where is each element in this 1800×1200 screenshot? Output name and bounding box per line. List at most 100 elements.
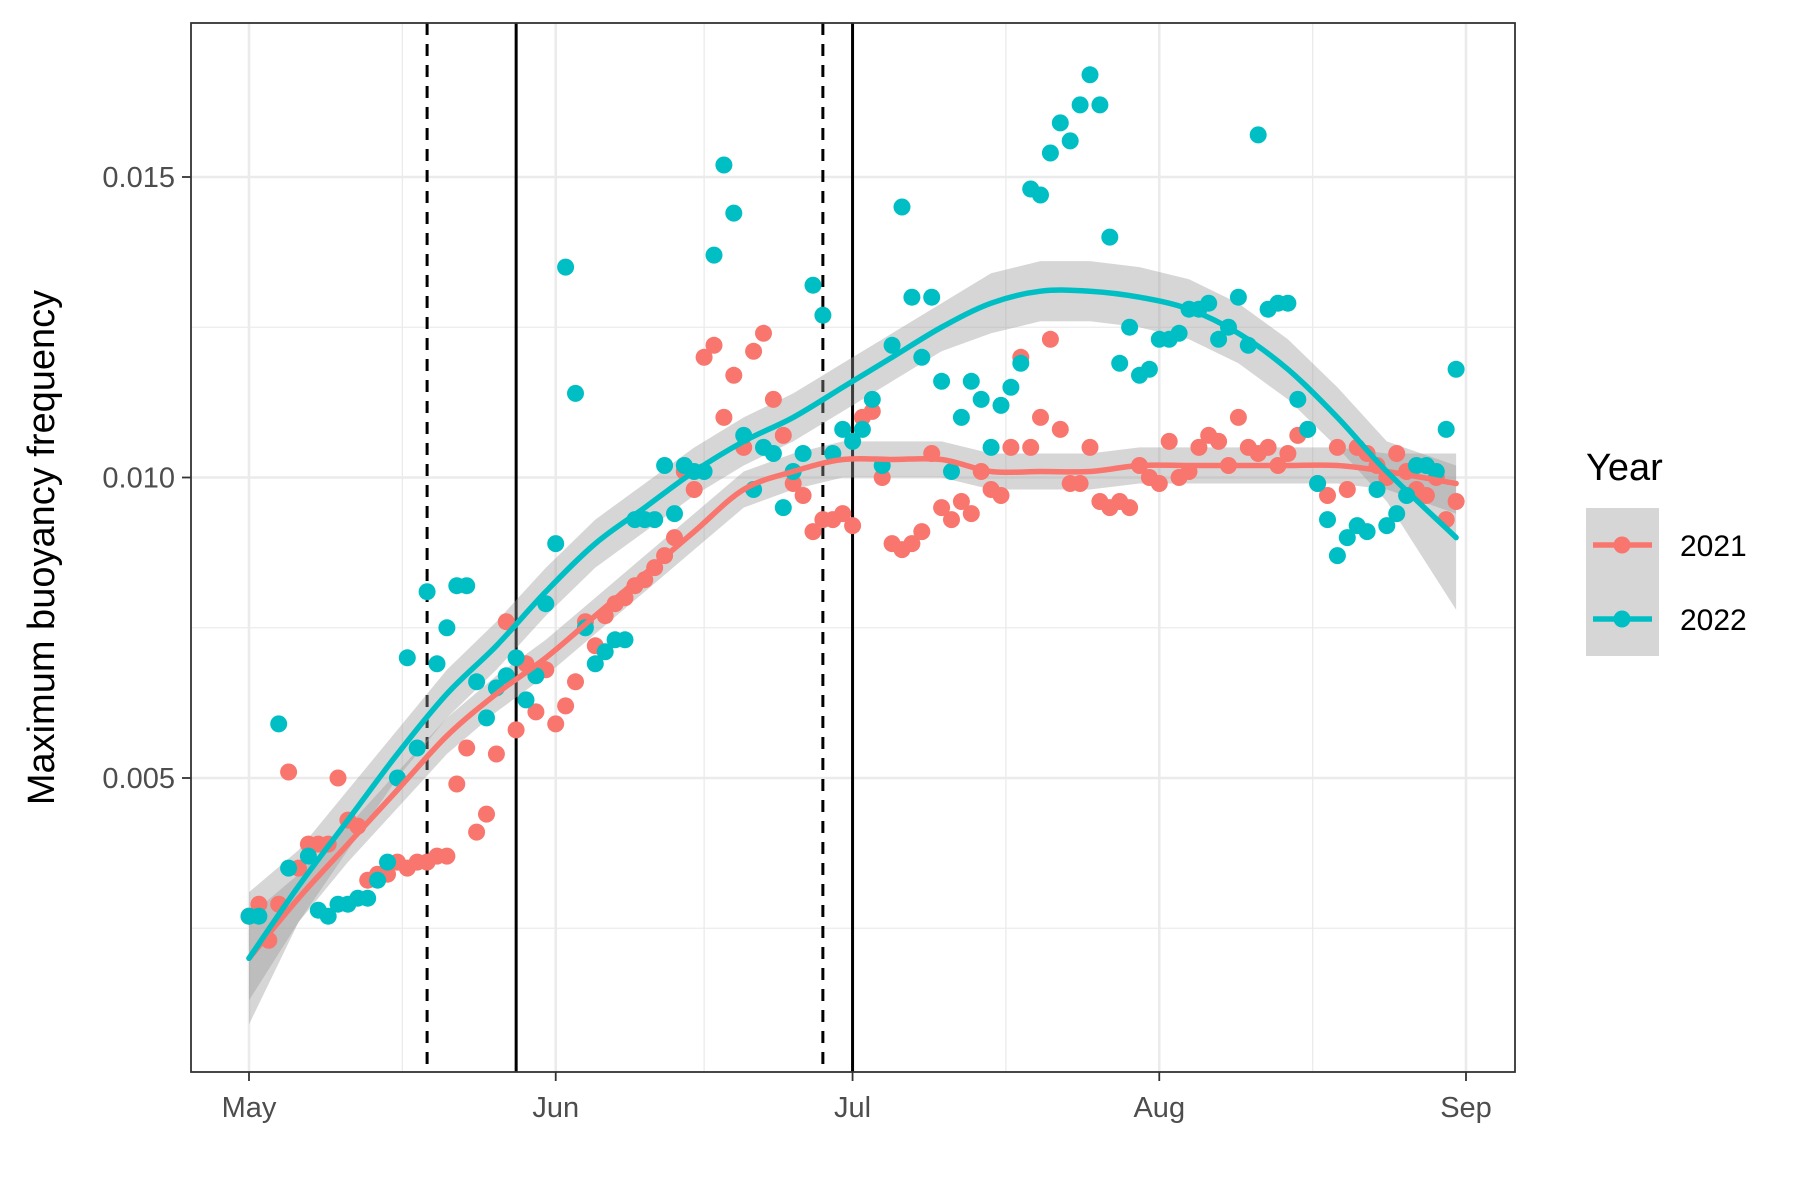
data-point-2022 xyxy=(725,204,743,222)
data-point-2021 xyxy=(715,408,733,426)
legend-title: Year xyxy=(1586,447,1663,489)
data-point-2022 xyxy=(1041,144,1059,162)
data-point-2021 xyxy=(873,469,891,486)
smooth-line-2022 xyxy=(246,287,1459,962)
data-point-2022 xyxy=(646,511,664,529)
legend: Year 2021 2022 xyxy=(1586,447,1747,656)
data-point-2021 xyxy=(1279,445,1297,462)
data-point-2022 xyxy=(923,288,941,306)
data-point-2021 xyxy=(1259,438,1277,456)
data-point-2022 xyxy=(1338,529,1356,547)
data-point-2022 xyxy=(893,198,911,216)
data-point-2022 xyxy=(1012,354,1030,372)
data-point-2022 xyxy=(428,655,446,673)
x-tick-label: Aug xyxy=(1133,1092,1185,1124)
data-point-2021 xyxy=(943,511,960,529)
legend-label-2022: 2022 xyxy=(1680,604,1747,637)
data-point-2021 xyxy=(1121,499,1139,517)
data-point-2022 xyxy=(458,577,476,595)
data-point-2021 xyxy=(933,499,951,517)
data-point-2021 xyxy=(745,342,763,360)
data-point-2021 xyxy=(487,745,505,763)
data-point-2022 xyxy=(962,372,980,390)
data-point-2022 xyxy=(596,643,614,661)
data-point-2021 xyxy=(1022,438,1040,456)
data-point-2022 xyxy=(507,649,525,667)
data-point-2022 xyxy=(398,649,416,667)
data-point-2021 xyxy=(1328,438,1346,456)
data-point-2022 xyxy=(1309,475,1327,492)
data-point-2021 xyxy=(557,697,575,715)
reference-lines xyxy=(425,23,855,1072)
x-tick-label: May xyxy=(222,1092,277,1124)
data-point-2022 xyxy=(359,889,377,907)
data-point-2022 xyxy=(834,420,852,438)
data-point-2022 xyxy=(1101,228,1119,246)
data-point-2021 xyxy=(250,895,268,913)
data-point-2021 xyxy=(844,517,862,535)
data-point-2022 xyxy=(280,859,298,877)
data-points xyxy=(240,66,1465,949)
data-point-2022 xyxy=(1427,463,1445,480)
data-point-2021 xyxy=(794,487,812,504)
data-point-2021 xyxy=(1229,408,1247,426)
data-point-2022 xyxy=(972,390,990,408)
data-point-2022 xyxy=(853,420,871,438)
data-point-2022 xyxy=(794,445,812,462)
y-tick-label: 0.005 xyxy=(102,763,175,795)
data-point-2022 xyxy=(1210,330,1228,348)
data-point-2021 xyxy=(913,523,931,541)
data-point-2022 xyxy=(1229,288,1247,306)
data-point-2022 xyxy=(982,438,1000,456)
x-tick-label: Jun xyxy=(532,1092,579,1124)
data-point-2022 xyxy=(1437,420,1455,438)
data-point-2021 xyxy=(329,769,347,787)
data-point-2022 xyxy=(992,396,1010,414)
data-point-2022 xyxy=(616,631,634,649)
data-point-2022 xyxy=(666,505,683,523)
data-point-2022 xyxy=(418,583,436,601)
legend-label-2021: 2021 xyxy=(1680,530,1747,563)
data-point-2021 xyxy=(547,715,565,733)
data-point-2021 xyxy=(903,535,921,553)
data-point-2022 xyxy=(715,156,733,174)
data-point-2022 xyxy=(369,871,387,889)
y-tick-label: 0.010 xyxy=(102,463,175,495)
data-point-2021 xyxy=(1160,432,1178,450)
data-point-2021 xyxy=(1002,438,1020,456)
data-point-2021 xyxy=(280,763,298,781)
data-point-2021 xyxy=(438,847,456,865)
data-point-2022 xyxy=(1091,96,1109,114)
data-point-2022 xyxy=(656,457,674,474)
data-point-2021 xyxy=(1071,475,1089,492)
data-point-2022 xyxy=(1002,378,1020,396)
data-point-2022 xyxy=(1071,96,1089,114)
data-point-2021 xyxy=(468,823,486,841)
data-point-2021 xyxy=(695,348,713,366)
data-point-2022 xyxy=(804,276,822,294)
data-point-2021 xyxy=(1051,420,1069,438)
data-point-2022 xyxy=(903,288,921,306)
data-point-2021 xyxy=(685,481,703,498)
data-point-2022 xyxy=(863,390,881,408)
data-point-2022 xyxy=(1170,324,1188,342)
data-point-2021 xyxy=(774,426,792,444)
data-point-2022 xyxy=(1319,511,1336,529)
data-point-2022 xyxy=(1279,294,1297,312)
y-tick-label: 0.015 xyxy=(102,162,175,194)
data-point-2022 xyxy=(883,336,901,354)
data-point-2022 xyxy=(814,306,832,324)
data-point-2022 xyxy=(438,619,456,637)
data-point-2022 xyxy=(1032,186,1049,204)
data-point-2021 xyxy=(952,493,970,510)
data-point-2021 xyxy=(962,505,980,523)
data-point-2022 xyxy=(250,907,268,925)
data-point-2022 xyxy=(1051,114,1069,132)
data-point-2022 xyxy=(319,907,337,925)
data-point-2021 xyxy=(458,739,476,757)
data-point-2022 xyxy=(705,246,723,264)
data-point-2022 xyxy=(1289,390,1307,408)
data-point-2022 xyxy=(1249,126,1267,144)
y-axis-title: Maximum buoyancy frequency xyxy=(21,290,63,805)
